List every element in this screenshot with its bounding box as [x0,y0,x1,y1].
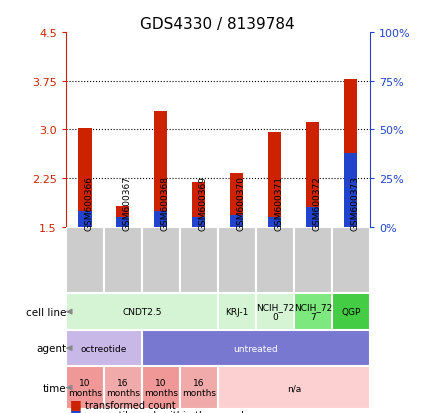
Text: percentile rank within the sample: percentile rank within the sample [85,411,250,413]
Text: transformed count: transformed count [85,400,176,410]
Text: GSM600369: GSM600369 [199,176,208,230]
Text: octreotide: octreotide [81,344,127,353]
Bar [192,183,205,227]
FancyBboxPatch shape [180,366,218,409]
Bar [116,206,130,227]
Text: GSM600371: GSM600371 [275,176,284,230]
Text: GSM600373: GSM600373 [351,176,360,230]
FancyBboxPatch shape [218,366,370,409]
Bar [230,215,244,227]
Text: GSM600368: GSM600368 [161,176,170,230]
Text: NCIH_72
7: NCIH_72 7 [294,302,332,322]
Text: cell line: cell line [26,307,67,317]
Text: NCIH_72
0: NCIH_72 0 [256,302,294,322]
FancyBboxPatch shape [218,227,256,294]
Text: ■: ■ [70,408,82,413]
FancyBboxPatch shape [104,227,142,294]
FancyBboxPatch shape [294,227,332,294]
Text: GSM600366: GSM600366 [85,176,94,230]
Bar [116,217,130,227]
FancyBboxPatch shape [104,366,142,409]
FancyBboxPatch shape [256,294,294,330]
Text: 16
months: 16 months [182,378,216,397]
Text: KRJ-1: KRJ-1 [225,307,249,316]
FancyBboxPatch shape [66,227,104,294]
Text: time: time [43,383,67,393]
Text: GSM600367: GSM600367 [123,176,132,230]
FancyBboxPatch shape [218,294,256,330]
Bar [306,122,320,227]
FancyBboxPatch shape [180,227,218,294]
Text: ■: ■ [70,397,82,410]
Bar [230,173,244,227]
Bar [154,112,167,227]
Text: 10
months: 10 months [68,378,102,397]
FancyBboxPatch shape [66,366,104,409]
Bar [154,211,167,227]
Bar [268,133,281,227]
FancyBboxPatch shape [332,227,370,294]
Text: QGP: QGP [341,307,360,316]
Bar [268,217,281,227]
Bar [78,129,91,227]
Title: GDS4330 / 8139784: GDS4330 / 8139784 [141,17,295,32]
Text: agent: agent [37,343,67,353]
FancyBboxPatch shape [332,294,370,330]
Text: untreated: untreated [233,344,278,353]
Text: CNDT2.5: CNDT2.5 [122,307,162,316]
Text: n/a: n/a [286,383,301,392]
FancyBboxPatch shape [142,366,180,409]
FancyBboxPatch shape [66,330,142,366]
FancyBboxPatch shape [142,330,370,366]
Bar [78,211,91,227]
FancyBboxPatch shape [66,294,218,330]
Text: 16
months: 16 months [106,378,140,397]
FancyBboxPatch shape [294,294,332,330]
Bar [192,217,205,227]
Text: GSM600372: GSM600372 [313,176,322,230]
Text: 10
months: 10 months [144,378,178,397]
Text: GSM600370: GSM600370 [237,176,246,230]
Bar [344,80,357,227]
FancyBboxPatch shape [256,227,294,294]
Bar [344,153,357,227]
Bar [306,208,320,227]
FancyBboxPatch shape [142,227,180,294]
